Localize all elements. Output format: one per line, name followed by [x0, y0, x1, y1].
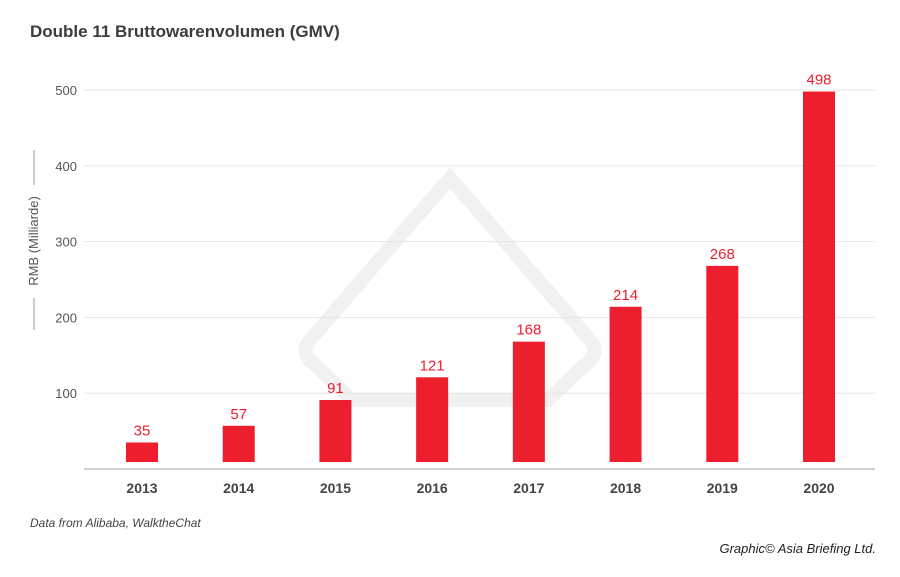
x-tick-label-2020: 2020 — [803, 480, 834, 496]
x-tick-label-2019: 2019 — [707, 480, 738, 496]
bar-2020 — [803, 91, 835, 463]
y-tick-label: 300 — [55, 235, 77, 250]
y-tick-label: 400 — [55, 159, 77, 174]
x-tick-label-2013: 2013 — [126, 480, 157, 496]
x-tick-label-2017: 2017 — [513, 480, 544, 496]
bar-2018 — [609, 306, 642, 462]
y-tick-label: 500 — [55, 83, 77, 98]
data-label-2017: 168 — [516, 322, 541, 339]
bar-2013 — [126, 442, 158, 462]
data-label-2016: 121 — [420, 357, 445, 374]
data-label-2018: 214 — [613, 287, 638, 304]
x-tick-label-2016: 2016 — [417, 480, 448, 496]
chart-title: Double 11 Bruttowarenvolumen (GMV) — [30, 22, 340, 41]
data-label-2014: 57 — [230, 406, 247, 423]
source-note: Data from Alibaba, WalktheChat — [30, 516, 201, 530]
bar-2017 — [512, 341, 545, 462]
data-label-2019: 268 — [710, 246, 735, 263]
y-tick-label: 100 — [55, 386, 77, 401]
watermark-logo — [298, 167, 602, 407]
bar-2016 — [416, 377, 449, 462]
x-tick-label-2018: 2018 — [610, 480, 641, 496]
data-label-2020: 498 — [806, 72, 831, 89]
data-label-2013: 35 — [134, 422, 151, 439]
x-tick-label-2014: 2014 — [223, 480, 254, 496]
credit-note: Graphic© Asia Briefing Ltd. — [719, 541, 876, 556]
bar-2019 — [706, 265, 739, 462]
bar-2014 — [222, 425, 255, 462]
x-tick-label-2015: 2015 — [320, 480, 351, 496]
bar-2015 — [319, 400, 352, 462]
data-label-2015: 91 — [327, 380, 344, 397]
y-tick-label: 200 — [55, 310, 77, 325]
y-axis-label: RMB (Milliarde) — [26, 196, 41, 286]
